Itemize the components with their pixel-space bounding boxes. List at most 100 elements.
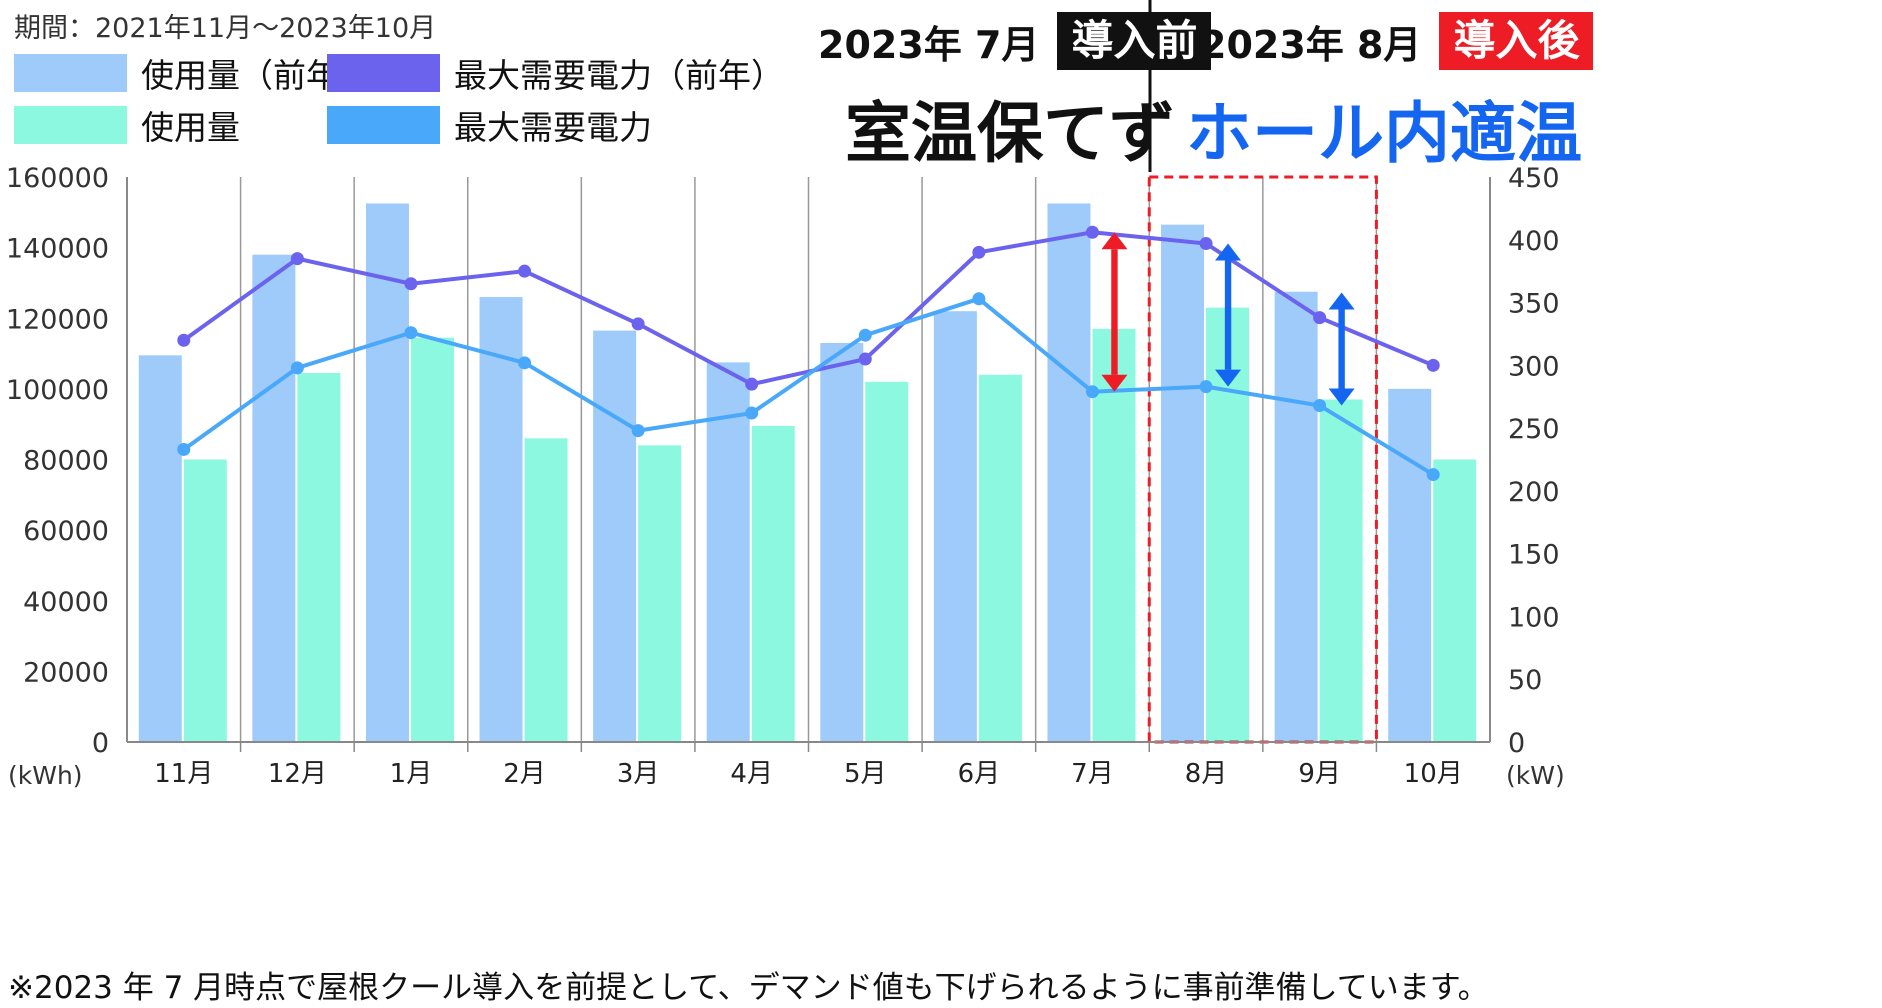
- y-right-tick-label: 50: [1508, 665, 1542, 696]
- x-tick-label: 7月: [1071, 759, 1114, 789]
- data-point: [1313, 399, 1327, 413]
- x-tick-label: 12月: [268, 759, 327, 789]
- y-right-tick-label: 250: [1508, 414, 1560, 445]
- data-point: [177, 442, 191, 456]
- data-point: [858, 352, 872, 366]
- bar: [751, 425, 795, 742]
- before-date: 2023年 7月: [818, 22, 1040, 67]
- y-right-tick-label: 100: [1508, 602, 1560, 633]
- bar: [865, 381, 909, 742]
- bar: [479, 297, 523, 742]
- data-point: [404, 326, 418, 340]
- y-left-tick-label: 120000: [6, 304, 109, 335]
- data-point: [1426, 468, 1440, 482]
- after-callout: 2023年 8月 導入後: [1200, 12, 1594, 70]
- y-right-tick-label: 150: [1508, 540, 1560, 571]
- legend-swatch: [14, 54, 127, 92]
- footnote: ※2023 年 7 月時点で屋根クール導入を前提として、デマンド値も下げられるよ…: [8, 970, 1489, 1006]
- arrow-head-up: [1215, 243, 1242, 261]
- data-point: [631, 317, 645, 331]
- bar: [1092, 328, 1136, 742]
- x-tick-label: 6月: [958, 759, 1001, 789]
- difference-arrow: [1215, 243, 1242, 387]
- y-left-tick-label: 140000: [6, 234, 109, 265]
- y-left-tick-label: 40000: [23, 587, 109, 618]
- legend-item-demand-prev: 最大需要電力（前年）: [327, 49, 784, 97]
- difference-arrows: [1101, 232, 1355, 406]
- bar: [820, 342, 864, 742]
- y-right-tick-label: 0: [1508, 728, 1525, 759]
- y-left-tick-label: 0: [92, 728, 109, 759]
- y-left-tick-label: 20000: [23, 657, 109, 688]
- bar: [410, 337, 454, 742]
- data-point: [1085, 385, 1099, 399]
- data-point: [518, 264, 532, 278]
- y-right-tick-label: 300: [1508, 351, 1560, 382]
- y-left-tick-label: 100000: [6, 375, 109, 406]
- data-point: [518, 356, 532, 370]
- y-left-tick-label: 160000: [6, 163, 109, 194]
- bar: [933, 311, 977, 742]
- data-point: [858, 328, 872, 342]
- y-right-tick-label: 200: [1508, 477, 1560, 508]
- x-tick-label: 11月: [154, 759, 213, 789]
- bar: [1388, 388, 1432, 742]
- data-point: [745, 406, 759, 420]
- data-point: [972, 245, 986, 259]
- bar: [252, 254, 296, 742]
- bar: [524, 438, 568, 742]
- data-point: [290, 252, 304, 266]
- y-left-unit: (kWh): [8, 761, 83, 790]
- legend-label: 最大需要電力（前年）: [454, 56, 784, 95]
- after-badge: 導入後: [1439, 12, 1594, 70]
- arrow-head-up: [1101, 232, 1128, 250]
- data-point: [745, 377, 759, 391]
- bar: [706, 362, 750, 742]
- x-tick-label: 8月: [1185, 759, 1228, 789]
- arrow-head-up: [1328, 292, 1355, 310]
- y-right-tick-label: 350: [1508, 289, 1560, 320]
- bar: [1047, 203, 1091, 742]
- difference-arrow: [1101, 232, 1128, 392]
- y-left-tick-label: 60000: [23, 516, 109, 547]
- data-point: [404, 277, 418, 291]
- x-tick-label: 2月: [503, 759, 546, 789]
- data-point: [631, 424, 645, 438]
- bar: [183, 459, 227, 742]
- bar: [297, 372, 341, 742]
- data-point: [1426, 358, 1440, 372]
- arrow-shaft: [1224, 260, 1232, 370]
- bar: [1274, 291, 1318, 742]
- x-tick-label: 1月: [390, 759, 433, 789]
- legend-label: 最大需要電力: [454, 108, 652, 147]
- x-tick-label: 4月: [730, 759, 773, 789]
- bar: [1161, 224, 1205, 742]
- y-right-tick-label: 450: [1508, 163, 1560, 194]
- bar: [138, 355, 182, 742]
- x-tick-label: 9月: [1298, 759, 1341, 789]
- arrow-head-down: [1328, 388, 1355, 406]
- data-point: [1313, 311, 1327, 325]
- series-line: [182, 296, 1435, 477]
- difference-arrow: [1328, 292, 1355, 406]
- legend-swatch: [327, 106, 440, 144]
- data-point: [1199, 237, 1213, 251]
- bars: [138, 203, 1477, 742]
- period-label: 期間：2021年11月～2023年10月: [14, 13, 437, 44]
- data-point: [972, 292, 986, 306]
- x-tick-label: 3月: [617, 759, 660, 789]
- legend-item-demand: 最大需要電力: [327, 101, 652, 149]
- bar: [978, 374, 1022, 742]
- x-tick-label: 10月: [1404, 759, 1463, 789]
- before-caption: 室温保てず: [845, 95, 1175, 172]
- arrow-head-down: [1101, 374, 1128, 392]
- legend-swatch: [14, 106, 127, 144]
- arrow-shaft: [1111, 249, 1118, 375]
- y-left-tick-label: 80000: [23, 446, 109, 477]
- arrow-shaft: [1338, 309, 1345, 389]
- bar: [1433, 459, 1477, 742]
- after-caption: ホール内適温: [1186, 95, 1582, 172]
- legend-item-usage-prev: 使用量（前年）: [14, 49, 372, 97]
- data-point: [177, 333, 191, 347]
